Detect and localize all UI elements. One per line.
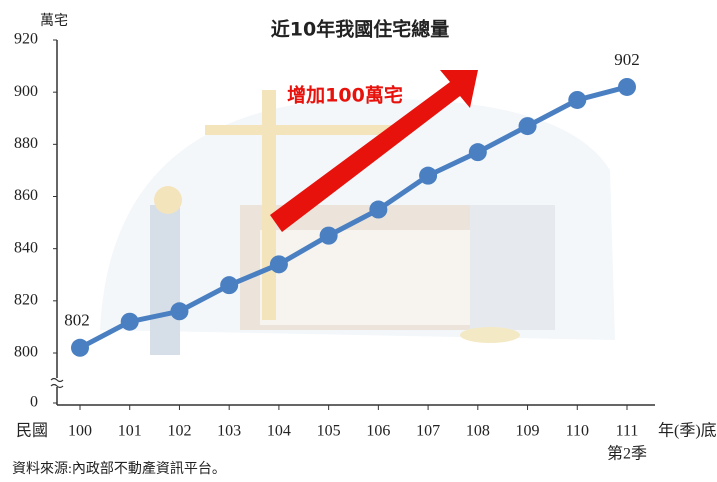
- x-tick-note: 第2季: [607, 445, 647, 463]
- x-tick-label: 105: [317, 423, 341, 440]
- trend-arrow: [270, 70, 478, 232]
- data-point: [419, 166, 438, 185]
- x-tick-label: 110: [566, 423, 589, 440]
- y-tick-label: 800: [14, 344, 38, 361]
- data-label: 902: [614, 50, 640, 69]
- y-tick-label: 880: [14, 135, 38, 152]
- data-point: [518, 117, 537, 136]
- chart-title: 近10年我國住宅總量: [271, 18, 449, 41]
- y-axis-label: 萬宅: [40, 13, 68, 29]
- x-tick-label: 107: [416, 423, 440, 440]
- x-tick-label: 102: [167, 423, 191, 440]
- y-tick-label: 860: [14, 187, 38, 204]
- y-tick-label: 840: [14, 239, 38, 256]
- y-tick-label: 0: [30, 394, 38, 411]
- y-tick-label: 900: [14, 83, 38, 100]
- source-note: 資料來源:內政部不動產資訊平台。: [12, 460, 226, 477]
- data-point: [170, 302, 189, 321]
- axis-break: [50, 377, 64, 389]
- y-tick-label: 820: [14, 292, 38, 309]
- x-prefix: 民國: [16, 423, 48, 440]
- x-tick-label: 100: [68, 423, 92, 440]
- x-tick-label: 104: [267, 423, 291, 440]
- axis-break-gap: [52, 378, 62, 387]
- data-point: [568, 90, 587, 109]
- x-tick-label: 106: [366, 423, 390, 440]
- data-point: [120, 312, 139, 331]
- data-point: [468, 143, 487, 162]
- data-point: [618, 77, 636, 96]
- x-tick-label: 103: [217, 423, 241, 440]
- annotation: 增加100萬宅: [287, 84, 403, 107]
- x-axis-label: 年(季)底: [658, 422, 717, 440]
- data-point: [319, 226, 338, 245]
- data-label: 802: [64, 311, 90, 330]
- x-tick-label: 111: [616, 423, 639, 440]
- data-point: [269, 255, 288, 274]
- x-tick-label: 108: [466, 423, 490, 440]
- data-point: [220, 276, 239, 295]
- data-point: [71, 338, 89, 357]
- x-tick-label: 101: [118, 423, 142, 440]
- y-tick-label: 920: [14, 31, 38, 48]
- data-point: [369, 200, 388, 219]
- x-tick-label: 109: [516, 423, 540, 440]
